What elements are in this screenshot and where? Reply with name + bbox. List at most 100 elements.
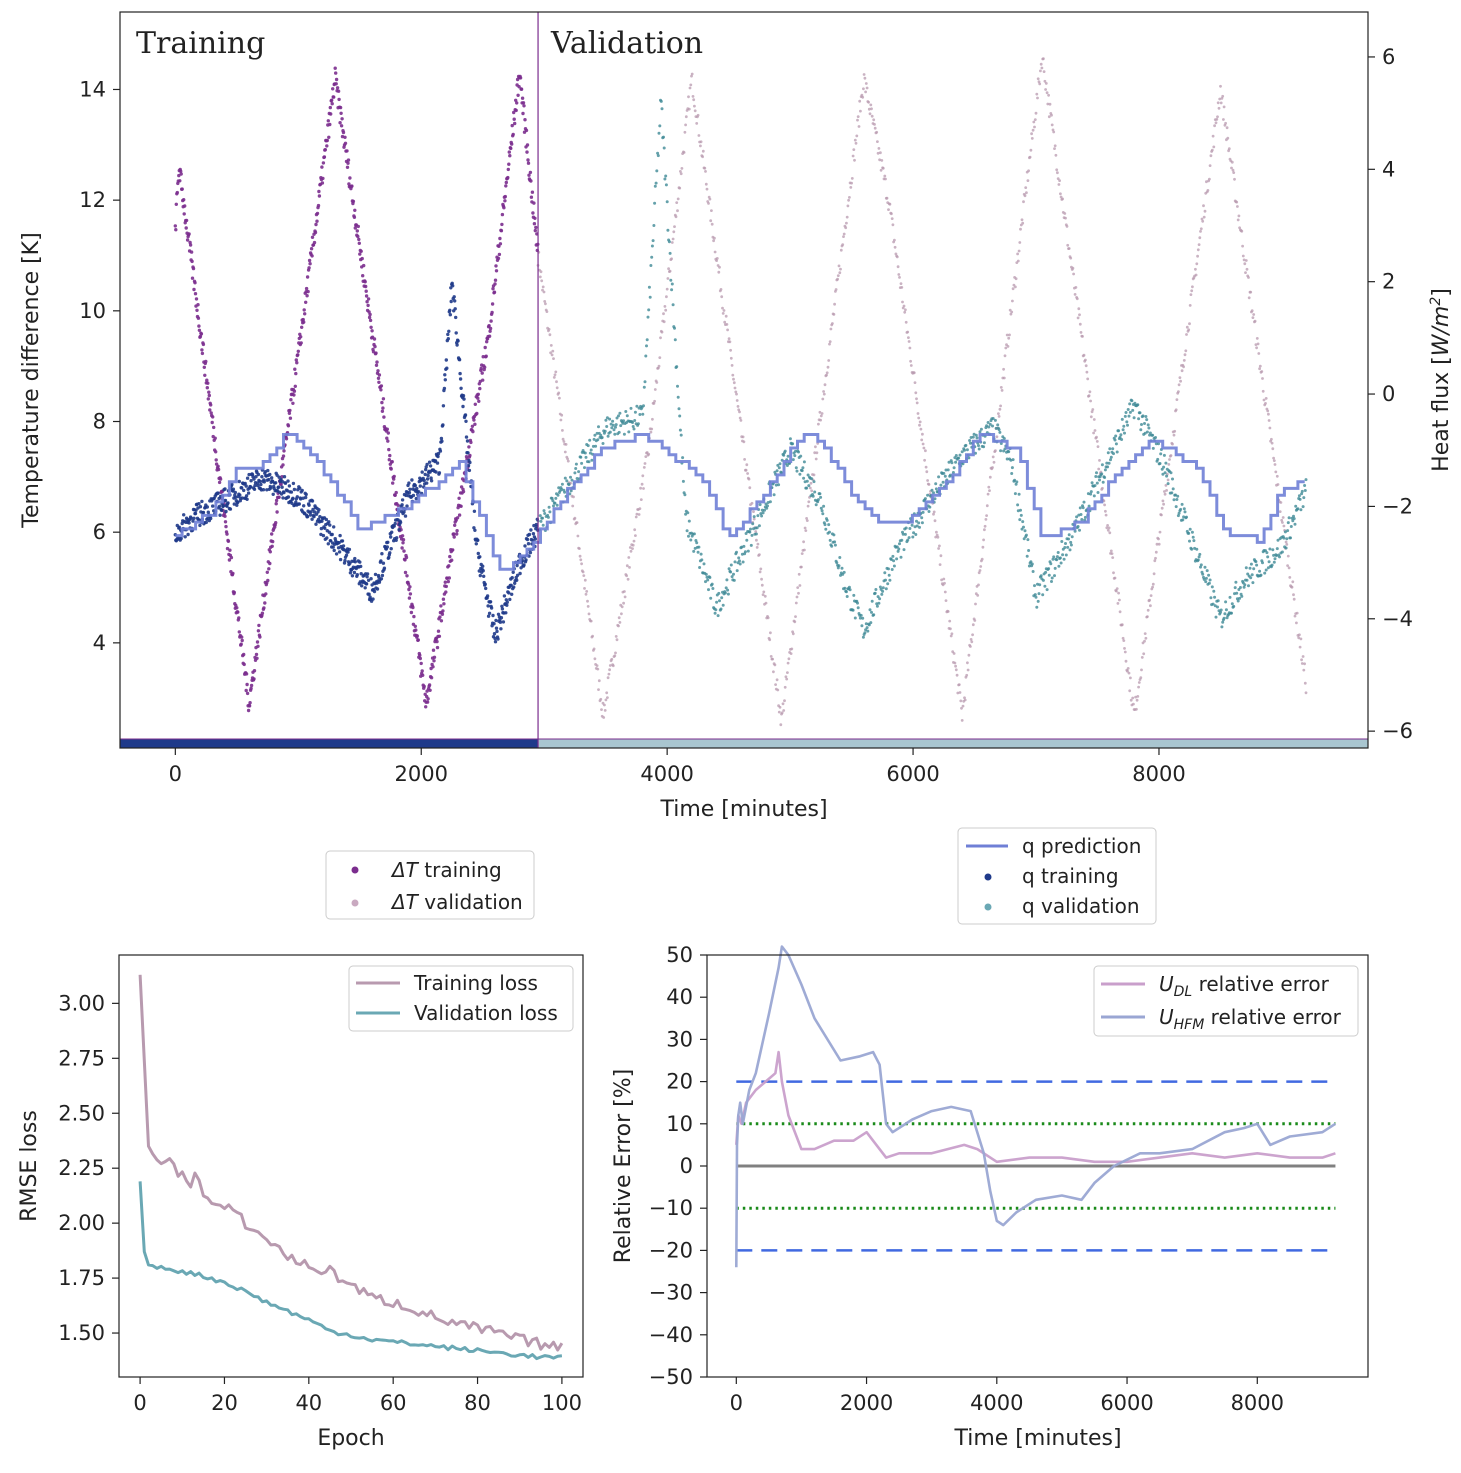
q-training-point — [327, 520, 331, 524]
dt-training-point — [528, 170, 533, 175]
q-validation-point — [828, 538, 832, 542]
q-validation-point — [1196, 558, 1200, 562]
dt-validation-point — [791, 632, 795, 636]
dt-training-point — [179, 169, 183, 173]
q-validation-point — [858, 616, 862, 620]
q-validation-point — [1058, 556, 1062, 560]
dt-training-point — [492, 290, 497, 294]
q-training-point — [235, 503, 239, 507]
dt-validation-point — [589, 619, 593, 623]
dt-validation-point — [943, 590, 947, 594]
q-validation-point — [1101, 480, 1105, 484]
dt-validation-point — [937, 547, 940, 550]
dt-training-point — [483, 345, 487, 350]
dt-training-point — [479, 366, 483, 371]
dt-validation-point — [849, 186, 853, 189]
dt-validation-point — [1116, 602, 1120, 605]
q-validation-point — [797, 450, 800, 454]
q-training-point — [531, 532, 536, 536]
dt-validation-point — [710, 222, 714, 226]
q-training-point — [478, 573, 482, 578]
q-validation-point — [1144, 415, 1148, 418]
dt-validation-point — [901, 300, 904, 304]
q-validation-point — [676, 395, 680, 399]
q-validation-point — [1259, 573, 1263, 577]
y-tick-label: −10 — [649, 1196, 693, 1220]
y2-tick-label: −4 — [1382, 607, 1413, 631]
q-validation-point — [918, 525, 921, 529]
q-validation-point — [631, 421, 634, 424]
dt-validation-point — [1052, 130, 1056, 134]
q-validation-point — [856, 601, 859, 605]
dt-validation-point — [631, 543, 635, 547]
dt-validation-point — [1053, 144, 1057, 148]
dt-validation-point — [668, 269, 672, 273]
dt-training-point — [470, 424, 475, 428]
q-validation-point — [1050, 580, 1053, 583]
dt-validation-point — [1267, 419, 1271, 422]
dt-validation-point — [693, 109, 697, 113]
dt-training-point — [368, 312, 372, 317]
q-validation-point — [1235, 597, 1239, 601]
q-validation-point — [1111, 447, 1115, 451]
q-training-point — [522, 563, 526, 567]
q-validation-point — [759, 512, 763, 516]
q-training-point — [204, 520, 208, 525]
q-validation-point — [645, 338, 649, 342]
q-validation-point — [1286, 521, 1290, 525]
q-validation-point — [912, 531, 916, 535]
dt-training-point — [244, 672, 249, 676]
dt-training-point — [366, 303, 370, 308]
q-training-point — [341, 544, 346, 548]
dt-training-point — [527, 173, 531, 177]
dt-training-point — [350, 184, 354, 188]
dt-training-point — [225, 546, 230, 551]
q-validation-point — [1265, 551, 1269, 555]
dt-validation-point — [1129, 698, 1133, 702]
y-tick-label: 10 — [666, 1112, 693, 1136]
dt-validation-point — [1244, 259, 1248, 262]
legend-uhfm-sym: U — [1159, 1005, 1174, 1029]
dt-validation-point — [909, 364, 913, 367]
dt-training-point — [213, 436, 217, 440]
dt-training-point — [524, 128, 529, 133]
dt-validation-point — [584, 592, 588, 596]
dt-validation-point — [708, 197, 712, 201]
q-validation-point — [584, 455, 588, 459]
dt-training-point — [388, 453, 392, 458]
q-validation-point — [1027, 564, 1031, 568]
q-validation-point — [735, 569, 739, 573]
dt-validation-point — [825, 373, 828, 377]
q-training-point — [400, 503, 404, 507]
dt-validation-point — [890, 212, 893, 216]
dt-training-point — [450, 558, 454, 562]
dt-validation-point — [933, 519, 937, 523]
y-tick-label: 50 — [666, 943, 693, 967]
dt-validation-point — [769, 655, 773, 658]
q-training-point — [326, 542, 330, 546]
q-validation-point — [776, 463, 780, 467]
dt-validation-point — [1279, 501, 1283, 504]
q-validation-point — [1203, 565, 1207, 569]
dt-validation-point — [833, 302, 836, 306]
dt-validation-point — [955, 673, 959, 677]
q-validation-point — [1225, 616, 1229, 620]
q-training-point — [328, 523, 332, 527]
q-training-point — [447, 329, 451, 333]
q-validation-point — [794, 466, 798, 470]
q-training-point — [247, 472, 251, 477]
q-training-point — [407, 490, 412, 495]
dt-validation-point — [828, 340, 832, 343]
dt-training-point — [232, 590, 236, 595]
dt-validation-point — [1295, 611, 1299, 615]
dt-validation-point — [742, 440, 746, 444]
q-validation-point — [1107, 461, 1111, 465]
q-validation-point — [589, 448, 593, 452]
q-training-point — [269, 486, 273, 490]
dt-validation-point — [643, 462, 647, 465]
q-validation-point — [837, 564, 841, 568]
q-validation-point — [1146, 423, 1150, 427]
q-validation-point — [1301, 505, 1305, 509]
dt-validation-point — [571, 504, 575, 508]
dt-validation-point — [921, 442, 925, 446]
